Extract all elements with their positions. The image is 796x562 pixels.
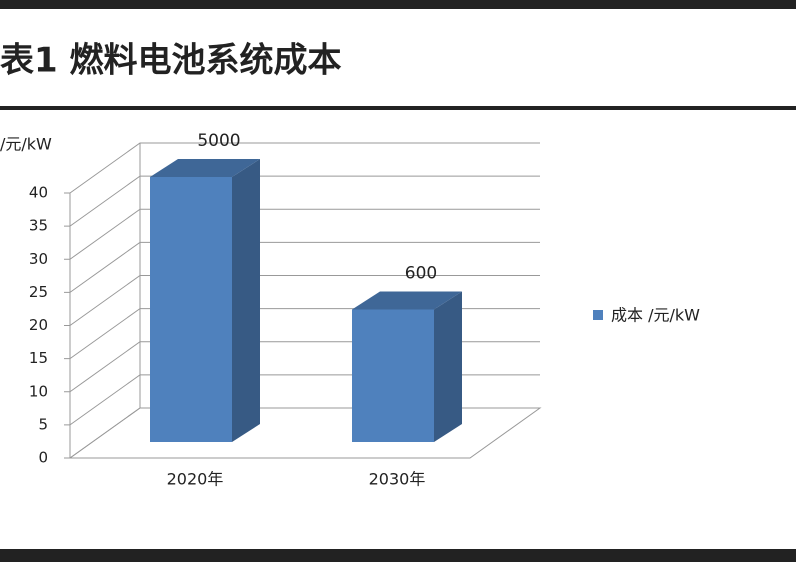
title: 表1 燃料电池系统成本 <box>0 41 342 81</box>
x-tick-label: 2030年 <box>369 470 426 489</box>
bar-top <box>352 291 462 310</box>
y-tick-label: 40 <box>29 184 48 202</box>
bar-side <box>434 291 462 442</box>
bottom-bar <box>0 549 796 562</box>
y-tick-label: 10 <box>29 382 48 400</box>
data-label: 5000 <box>197 131 240 151</box>
floor <box>68 407 542 459</box>
bar <box>352 309 434 442</box>
y-tick-label: 25 <box>29 283 48 301</box>
y-tick-label: 15 <box>29 349 48 367</box>
data-label: 600 <box>405 264 437 284</box>
y-tick-label: 35 <box>29 217 48 235</box>
grid-line <box>69 142 540 194</box>
y-axis-label: /元/kW <box>0 135 52 154</box>
bar <box>150 177 232 442</box>
legend-swatch <box>593 310 603 320</box>
grid-line <box>69 175 540 227</box>
y-tick-label: 5 <box>38 415 48 433</box>
bar-side <box>232 159 260 442</box>
legend-label: 成本 /元/kW <box>611 306 700 325</box>
y-tick-label: 30 <box>29 250 48 268</box>
plot: 0 5 10 15 20 25 30 35 40 5000 2020年 600 2030年 成本 /元/k… <box>29 131 700 489</box>
grid-line <box>69 208 540 260</box>
x-tick-label: 2020年 <box>167 470 224 489</box>
top-bar <box>0 0 796 9</box>
grid-line <box>69 275 540 326</box>
grid-line <box>69 407 540 459</box>
title-rule <box>0 106 796 110</box>
y-tick-label: 20 <box>29 316 48 334</box>
y-tick-label: 0 <box>38 449 48 467</box>
bar-top <box>150 159 260 177</box>
grid-line <box>69 241 540 293</box>
